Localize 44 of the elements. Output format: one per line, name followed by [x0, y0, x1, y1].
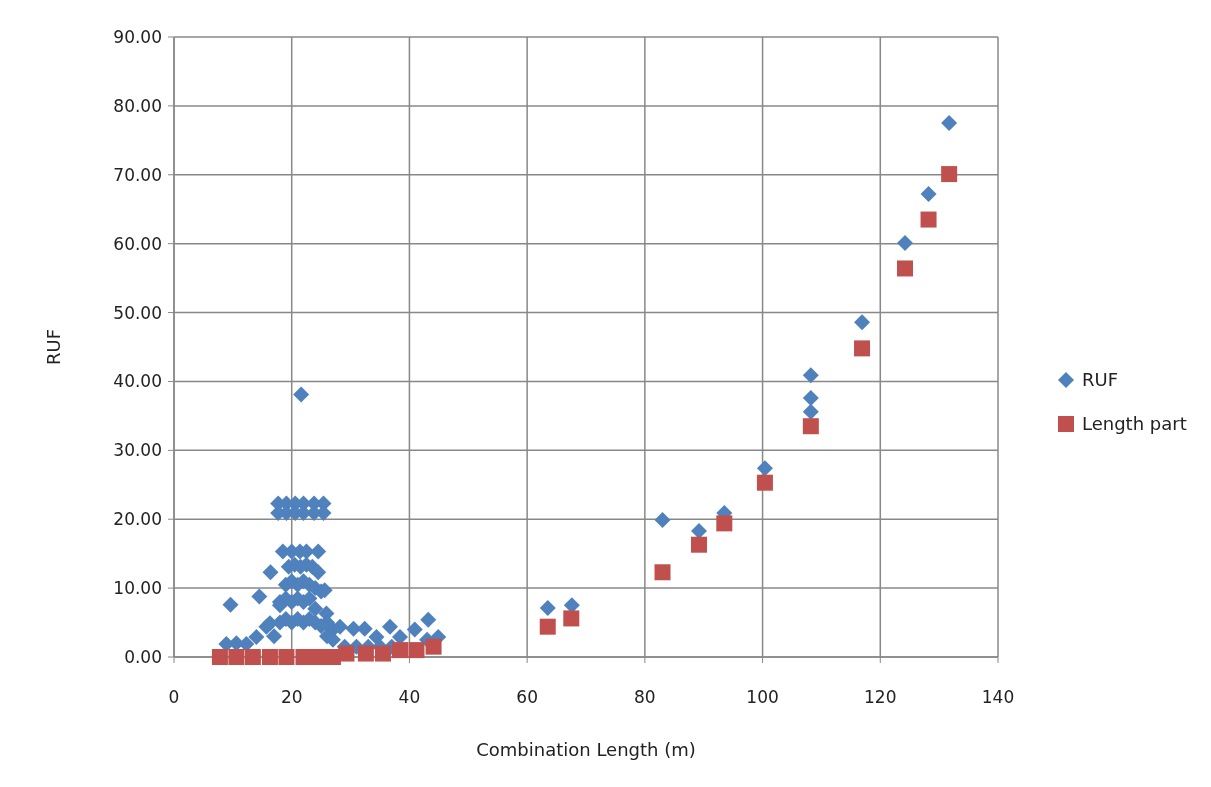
point [261, 649, 278, 665]
legend-label: RUF [1082, 369, 1119, 391]
point [716, 515, 733, 532]
x-tick-label: 0 [168, 687, 180, 707]
point [211, 649, 228, 665]
y-axis-title: RUF [43, 328, 64, 366]
point [802, 418, 819, 435]
point [357, 645, 374, 662]
point [338, 645, 355, 662]
y-tick-label: 60.00 [113, 233, 162, 254]
x-tick-label: 40 [398, 687, 421, 707]
y-tick-label: 90.00 [113, 26, 162, 47]
x-tick-label: 60 [516, 687, 538, 707]
point [756, 474, 773, 491]
x-tick-label: 140 [981, 687, 1015, 707]
point [854, 340, 871, 357]
x-tick-label: 20 [280, 687, 303, 707]
legend-label: Length part [1082, 413, 1187, 435]
y-tick-label: 30.00 [113, 440, 162, 461]
point [654, 564, 671, 581]
y-tick-label: 0.00 [124, 646, 162, 667]
x-tick-label: 120 [864, 687, 897, 707]
y-tick-label: 10.00 [113, 578, 162, 599]
point [374, 645, 391, 662]
point [244, 649, 261, 665]
point [278, 649, 295, 665]
point [941, 166, 958, 183]
y-tick-label: 40.00 [113, 371, 162, 392]
y-tick-label: 80.00 [113, 95, 162, 116]
x-tick-label: 80 [634, 687, 656, 707]
x-tick-label: 100 [746, 687, 779, 707]
point [425, 638, 442, 655]
y-tick-label: 70.00 [113, 164, 162, 185]
point [920, 211, 937, 228]
point [897, 260, 914, 277]
point [691, 536, 708, 553]
point [563, 610, 580, 627]
y-tick-label: 50.00 [113, 302, 162, 323]
y-tick-label: 20.00 [113, 509, 162, 530]
x-axis-title: Combination Length (m) [476, 739, 696, 760]
point [539, 618, 556, 635]
point [408, 642, 425, 659]
point [392, 642, 409, 659]
point [228, 649, 245, 665]
